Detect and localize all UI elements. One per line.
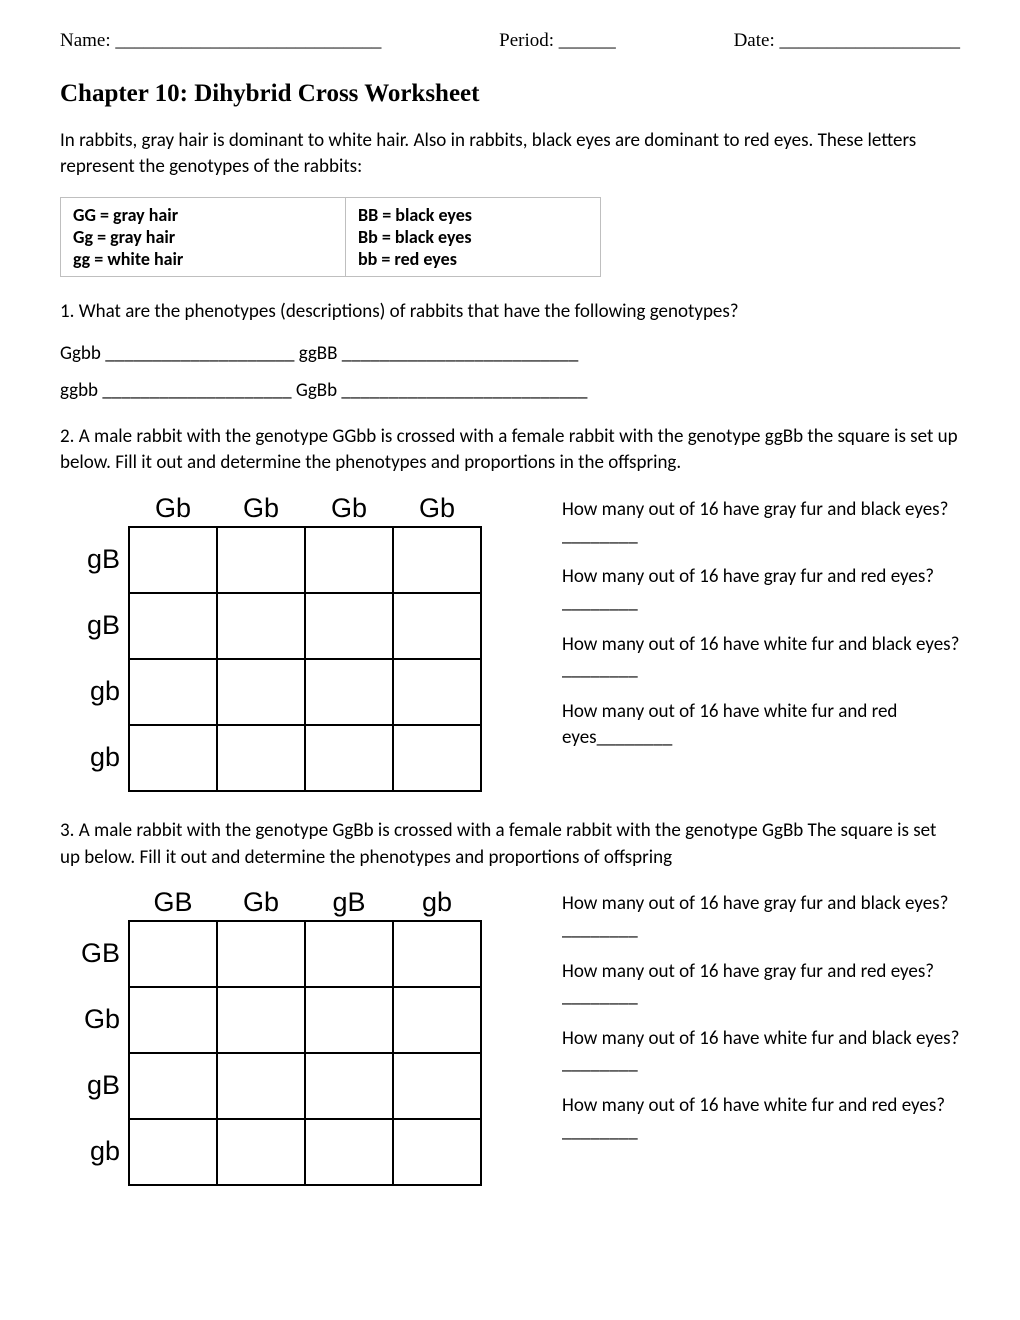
punnett-corner [60, 493, 129, 527]
subquestion[interactable]: How many out of 16 have gray fur and bla… [562, 497, 960, 548]
subquestion[interactable]: How many out of 16 have white fur and bl… [562, 632, 960, 683]
punnett-cell[interactable] [305, 1053, 393, 1119]
punnett-cell[interactable] [393, 527, 481, 593]
punnett-cell[interactable] [217, 1053, 305, 1119]
punnett-top-header: Gb [393, 493, 481, 527]
punnett-cell[interactable] [305, 725, 393, 791]
punnett-top-header: GB [129, 887, 217, 921]
punnett-cell[interactable] [305, 659, 393, 725]
punnett-table-2: Gb Gb Gb Gb gB gB [60, 493, 482, 792]
punnett-cell[interactable] [393, 725, 481, 791]
punnett-top-header: gB [305, 887, 393, 921]
punnett-cell[interactable] [305, 987, 393, 1053]
punnett-cell[interactable] [305, 921, 393, 987]
punnett-cell[interactable] [305, 1119, 393, 1185]
question-3-subquestions: How many out of 16 have gray fur and bla… [562, 887, 960, 1160]
punnett-side-header: gB [60, 593, 129, 659]
punnett-cell[interactable] [305, 527, 393, 593]
punnett-cell[interactable] [217, 725, 305, 791]
intro-paragraph: In rabbits, gray hair is dominant to whi… [60, 128, 960, 179]
punnett-square-2: Gb Gb Gb Gb gB gB [60, 493, 482, 792]
punnett-cell[interactable] [129, 987, 217, 1053]
punnett-cell[interactable] [217, 593, 305, 659]
punnett-cell[interactable] [217, 987, 305, 1053]
punnett-side-header: GB [60, 921, 129, 987]
punnett-cell[interactable] [393, 987, 481, 1053]
question-1-line1[interactable]: Ggbb ____________________ ggBB _________… [60, 342, 960, 365]
name-field[interactable]: Name: ____________________________ [60, 30, 381, 52]
legend-row: Gg = gray hair [73, 226, 333, 248]
punnett-cell[interactable] [129, 1119, 217, 1185]
punnett-side-header: Gb [60, 987, 129, 1053]
legend-row: Bb = black eyes [358, 226, 588, 248]
question-1-prompt: 1. What are the phenotypes (descriptions… [60, 299, 960, 326]
page-title: Chapter 10: Dihybrid Cross Worksheet [60, 80, 960, 108]
punnett-cell[interactable] [217, 659, 305, 725]
legend-row: GG = gray hair [73, 204, 333, 226]
punnett-side-header: gB [60, 527, 129, 593]
punnett-cell[interactable] [305, 593, 393, 659]
punnett-square-3: GB Gb gB gb GB Gb [60, 887, 482, 1186]
question-2-section: Gb Gb Gb Gb gB gB [60, 493, 960, 792]
legend-cell-eyes: BB = black eyes Bb = black eyes bb = red… [346, 198, 601, 277]
punnett-side-header: gb [60, 659, 129, 725]
question-3-prompt: 3. A male rabbit with the genotype GgBb … [60, 818, 960, 871]
genotype-legend-table: GG = gray hair Gg = gray hair gg = white… [60, 197, 601, 277]
punnett-side-header: gB [60, 1053, 129, 1119]
legend-row: gg = white hair [73, 248, 333, 270]
punnett-cell[interactable] [129, 527, 217, 593]
legend-cell-hair: GG = gray hair Gg = gray hair gg = white… [61, 198, 346, 277]
question-3-section: GB Gb gB gb GB Gb [60, 887, 960, 1186]
punnett-top-header: Gb [217, 493, 305, 527]
punnett-corner [60, 887, 129, 921]
punnett-side-header: gb [60, 1119, 129, 1185]
punnett-cell[interactable] [217, 1119, 305, 1185]
subquestion[interactable]: How many out of 16 have white fur and re… [562, 699, 960, 750]
punnett-top-header: Gb [129, 493, 217, 527]
subquestion[interactable]: How many out of 16 have white fur and re… [562, 1093, 960, 1144]
question-2-prompt: 2. A male rabbit with the genotype GGbb … [60, 424, 960, 477]
punnett-cell[interactable] [129, 1053, 217, 1119]
subquestion[interactable]: How many out of 16 have gray fur and red… [562, 959, 960, 1010]
question-2-subquestions: How many out of 16 have gray fur and bla… [562, 493, 960, 766]
punnett-table-3: GB Gb gB gb GB Gb [60, 887, 482, 1186]
legend-row: BB = black eyes [358, 204, 588, 226]
punnett-cell[interactable] [393, 659, 481, 725]
punnett-cell[interactable] [217, 527, 305, 593]
punnett-cell[interactable] [217, 921, 305, 987]
punnett-top-header: gb [393, 887, 481, 921]
question-1-line2[interactable]: ggbb ____________________ GgBb _________… [60, 379, 960, 402]
punnett-cell[interactable] [129, 659, 217, 725]
header-row: Name: ____________________________ Perio… [60, 30, 960, 52]
punnett-top-header: Gb [217, 887, 305, 921]
period-field[interactable]: Period: ______ [499, 30, 616, 52]
punnett-top-header: Gb [305, 493, 393, 527]
punnett-cell[interactable] [393, 1119, 481, 1185]
date-field[interactable]: Date: ___________________ [734, 30, 960, 52]
punnett-side-header: gb [60, 725, 129, 791]
worksheet-page: Name: ____________________________ Perio… [0, 0, 1020, 1320]
punnett-cell[interactable] [393, 1053, 481, 1119]
subquestion[interactable]: How many out of 16 have gray fur and red… [562, 564, 960, 615]
subquestion[interactable]: How many out of 16 have gray fur and bla… [562, 891, 960, 942]
punnett-cell[interactable] [393, 921, 481, 987]
subquestion[interactable]: How many out of 16 have white fur and bl… [562, 1026, 960, 1077]
punnett-cell[interactable] [129, 725, 217, 791]
punnett-cell[interactable] [393, 593, 481, 659]
punnett-cell[interactable] [129, 921, 217, 987]
legend-row: bb = red eyes [358, 248, 588, 270]
punnett-cell[interactable] [129, 593, 217, 659]
